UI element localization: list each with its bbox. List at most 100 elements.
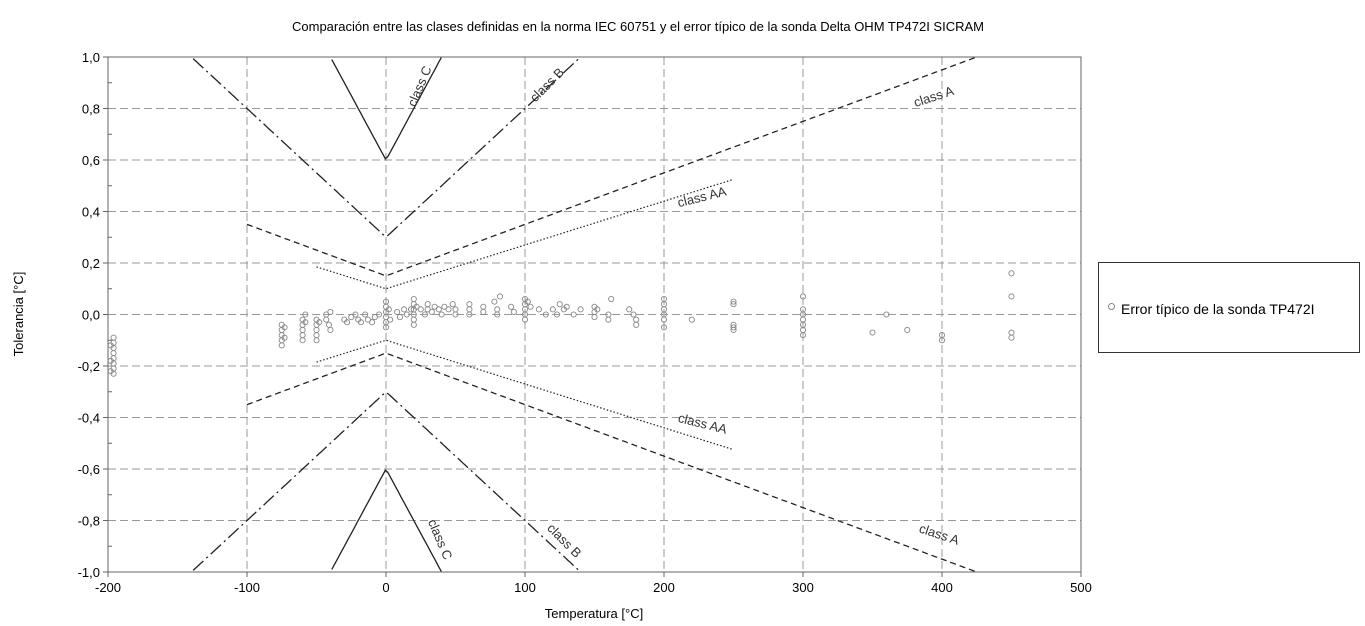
data-point [904, 326, 911, 334]
data-point [633, 321, 640, 328]
data-point [375, 311, 383, 318]
data-point [563, 303, 570, 310]
data-point [385, 306, 392, 313]
scatter-points [107, 270, 1015, 377]
tolerance-line-class-aa [316, 178, 734, 290]
x-tick-label: 0 [382, 580, 389, 595]
data-point [107, 342, 114, 349]
data-point [466, 301, 473, 308]
y-tick-label: -0,2 [78, 359, 100, 374]
tolerance-line-class-c [331, 469, 442, 572]
data-point [1008, 270, 1015, 277]
x-tick-label: 200 [653, 580, 675, 595]
tolerance-line-class-a [246, 352, 978, 573]
data-point [428, 308, 435, 315]
data-point [362, 311, 369, 318]
x-tick-label: 400 [931, 580, 953, 595]
data-point [1008, 293, 1015, 300]
data-point [799, 293, 807, 300]
data-point [299, 332, 306, 339]
data-point [110, 350, 117, 357]
y-tick-label: 0,4 [82, 205, 100, 220]
data-point [542, 311, 549, 318]
data-point [410, 321, 417, 328]
data-point [445, 306, 452, 313]
x-tick-label: -100 [234, 580, 260, 595]
data-point [527, 303, 534, 310]
x-tick-label: 300 [792, 580, 814, 595]
data-point [521, 316, 529, 323]
x-axis-label: Temperatura [°C] [545, 606, 643, 621]
data-point [660, 324, 668, 331]
class-label: class AA [676, 183, 728, 210]
data-point [577, 306, 584, 313]
tolerance-line-class-a [246, 56, 978, 277]
data-point [327, 308, 334, 315]
x-tick-label: -200 [95, 580, 121, 595]
chart-title: Comparación entre las clases definidas e… [292, 19, 984, 34]
x-tick-labels: -200 -100 0 100 200 300 400 500 [95, 572, 1092, 595]
data-point [394, 308, 401, 315]
data-point [730, 298, 737, 305]
y-tick-label: -0,6 [78, 462, 100, 477]
data-point [107, 368, 114, 375]
data-point [494, 306, 501, 313]
data-point [452, 306, 459, 313]
class-label: class B [544, 520, 584, 560]
data-point [357, 319, 365, 326]
data-point [382, 324, 390, 331]
data-point [299, 326, 306, 334]
data-point [410, 295, 417, 303]
class-label: class B [527, 65, 567, 105]
tolerance-line-class-b [192, 391, 581, 572]
data-point [660, 316, 668, 323]
data-point [323, 316, 330, 323]
data-point [396, 314, 403, 321]
data-point [302, 319, 309, 326]
legend: Error típico de la sonda TP472I [1098, 262, 1360, 353]
data-point [424, 301, 431, 308]
y-tick-label: 0,6 [82, 153, 100, 168]
data-point [730, 301, 737, 308]
data-point [278, 342, 285, 349]
y-tick-labels: -1,0 -0,8 -0,6 -0,4 -0,2 0,0 0,2 0,4 0,6 0,8 1,0 [78, 50, 108, 580]
data-point [510, 308, 517, 315]
data-point [799, 332, 807, 339]
data-point [417, 306, 424, 313]
tolerance-line-class-aa [316, 339, 734, 451]
data-point [325, 321, 333, 328]
data-point [480, 303, 487, 310]
y-tick-label: -1,0 [78, 565, 100, 580]
data-point [344, 319, 351, 326]
data-point [299, 337, 306, 344]
data-point [883, 311, 890, 318]
legend-marker-icon [1108, 303, 1115, 310]
tolerance-class-lines [192, 56, 978, 573]
class-label: class C [425, 517, 455, 562]
data-point [630, 311, 637, 318]
data-point [608, 295, 615, 303]
data-point [688, 316, 695, 323]
data-point [107, 357, 114, 364]
data-point [553, 311, 561, 318]
data-point [730, 324, 737, 331]
data-point [466, 306, 473, 313]
data-point [605, 316, 612, 323]
data-point [401, 306, 408, 313]
data-point [449, 301, 456, 308]
class-label: class C [404, 64, 434, 109]
data-point [508, 303, 515, 310]
data-point [491, 298, 498, 305]
data-point [281, 334, 288, 341]
y-tick-label: 0,8 [82, 102, 100, 117]
data-point [316, 319, 323, 326]
data-point [387, 316, 394, 323]
data-point [466, 311, 473, 318]
data-point [421, 311, 428, 318]
data-point [480, 308, 487, 315]
data-point [410, 316, 417, 323]
data-point [591, 314, 598, 321]
data-point [452, 311, 459, 318]
legend-series-label: Error típico de la sonda TP472I [1121, 301, 1315, 317]
